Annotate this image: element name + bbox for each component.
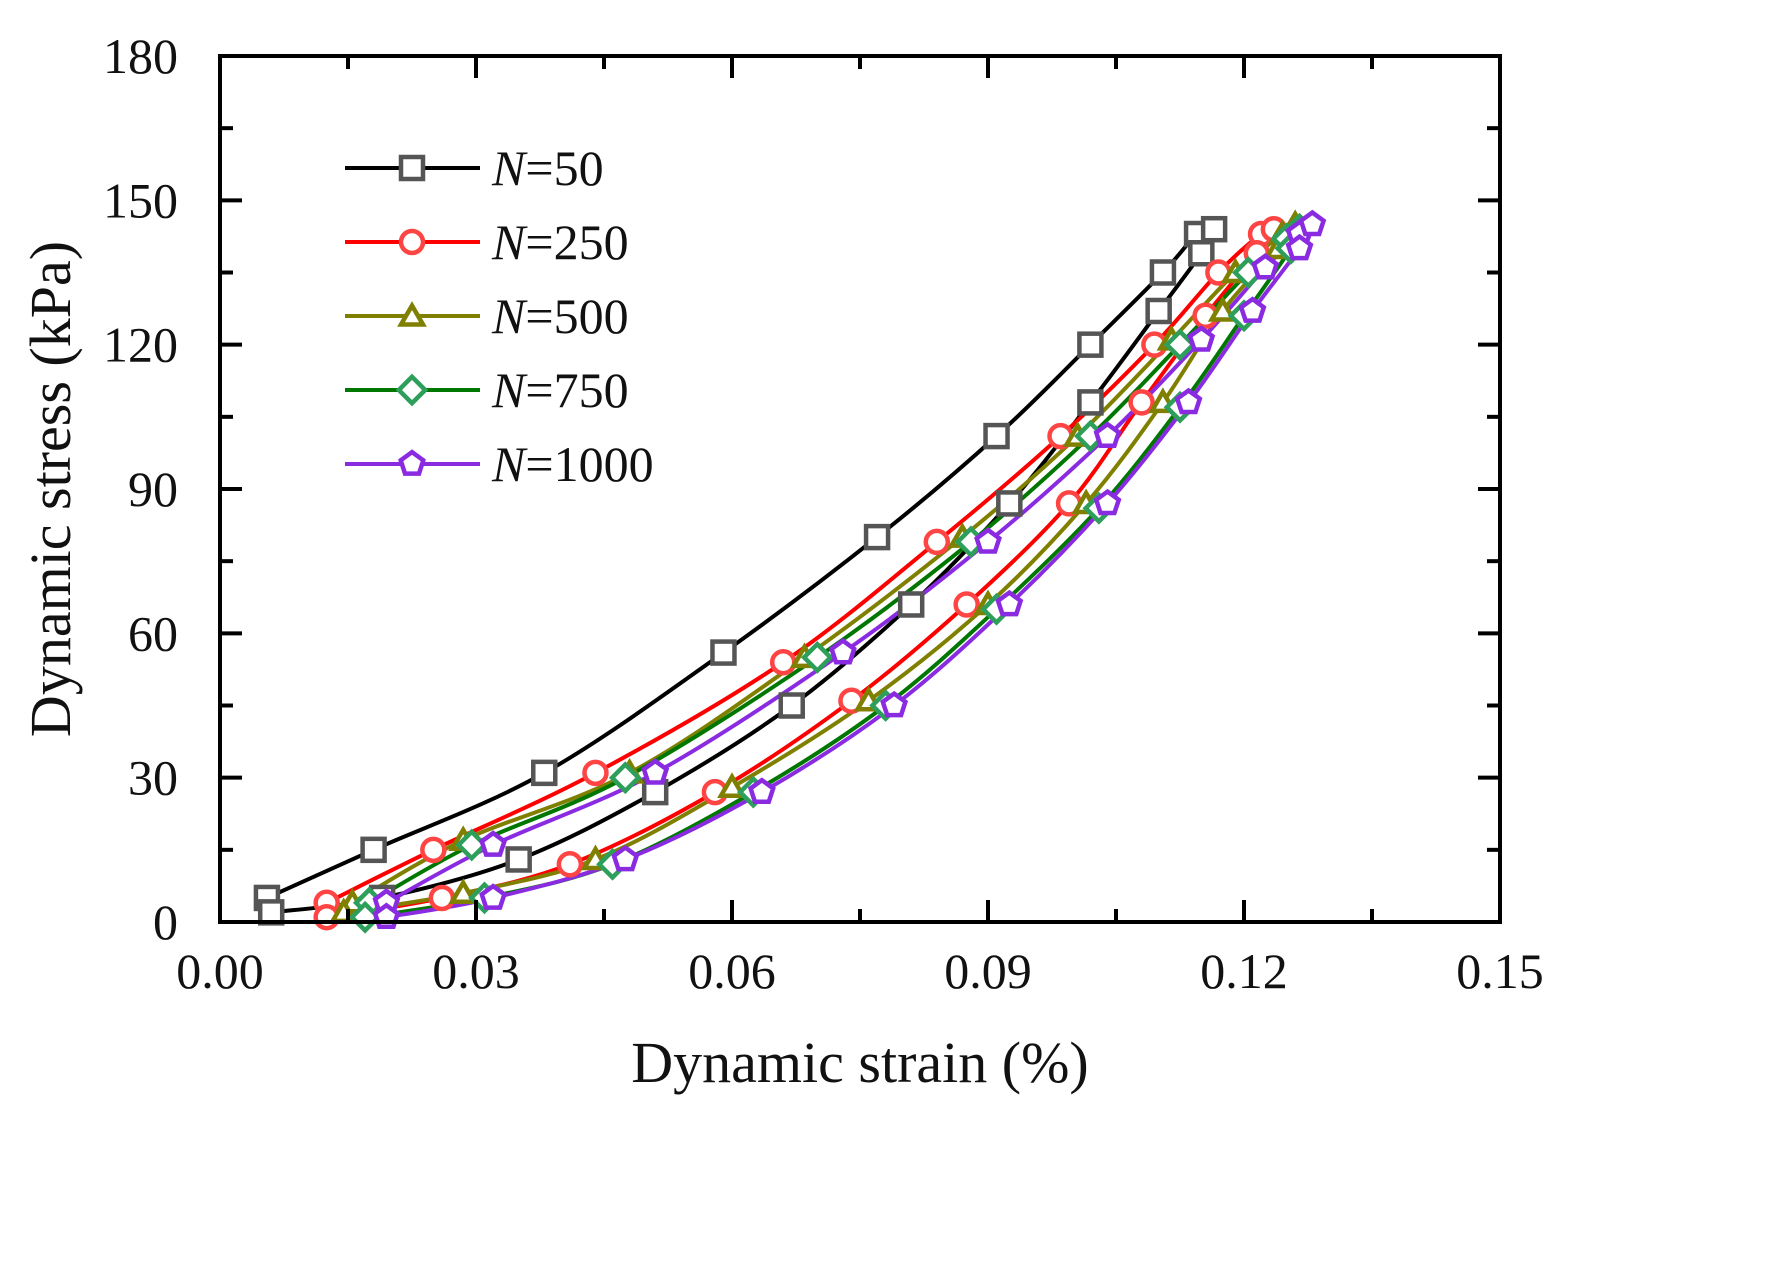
data-point [863, 523, 891, 551]
data-point [1145, 297, 1172, 325]
data-point [800, 641, 834, 674]
legend-label: N=50 [491, 140, 604, 196]
legend-label-value: 50 [554, 140, 604, 196]
ticks-layer: 0.00 0.03 0.06 0.09 0.12 0.15 0 30 60 90 120 150 180 [103, 28, 1544, 999]
data-point [1149, 259, 1177, 286]
data-point [1207, 295, 1238, 322]
data-point [1077, 389, 1104, 416]
data-point [505, 846, 532, 873]
data-point [608, 761, 642, 795]
y-tick-label: 90 [128, 461, 178, 517]
data-point [717, 772, 747, 799]
legend-label: N=1000 [491, 436, 654, 492]
data-point [747, 777, 776, 804]
legend-marker [398, 228, 426, 256]
legend-label-value: 1000 [554, 436, 654, 492]
data-point [479, 883, 508, 910]
x-tick-label: 0.06 [688, 943, 776, 999]
data-point [778, 692, 805, 719]
data-point [1251, 253, 1280, 280]
legend-label-prefix: N [491, 436, 528, 492]
data-point [1163, 328, 1197, 362]
y-axis-title: Dynamic stress (kPa) [18, 241, 83, 737]
legend-label-prefix: N [491, 362, 528, 418]
data-point [1077, 331, 1104, 358]
data-point [611, 844, 640, 872]
data-point [641, 758, 670, 785]
data-point [923, 528, 951, 556]
data-point [556, 851, 584, 878]
legend-item: N=750 [345, 362, 629, 418]
legend-item: N=1000 [345, 436, 654, 492]
x-tick-label: 0.15 [1456, 943, 1544, 999]
legend-label: N=250 [491, 214, 629, 270]
legend-item: N=50 [345, 140, 604, 196]
legend-marker [398, 154, 426, 182]
legend-label-prefix: N [491, 140, 528, 196]
data-point [428, 884, 456, 912]
data-point [1093, 421, 1122, 448]
data-point [479, 830, 508, 857]
data-point [582, 759, 609, 787]
legend-label-value: 250 [554, 214, 629, 270]
data-point [448, 878, 479, 904]
legend-item: N=250 [345, 214, 629, 270]
data-point [360, 836, 387, 864]
data-point [1188, 240, 1215, 267]
legend-label-value: 750 [554, 362, 629, 418]
y-tick-label: 30 [128, 750, 178, 806]
series-1000-markers [372, 209, 1327, 930]
data-point [1238, 296, 1267, 323]
data-point [880, 690, 909, 718]
series-layer [253, 209, 1327, 934]
data-point [1200, 215, 1228, 243]
y-tick-label: 180 [103, 28, 178, 84]
data-point [974, 527, 1002, 554]
x-axis-title: Dynamic strain (%) [631, 1030, 1088, 1095]
data-point [828, 637, 857, 665]
data-point [1298, 209, 1327, 237]
data-point [1093, 488, 1122, 516]
data-point [1174, 387, 1203, 415]
legend-label-prefix: N [491, 288, 528, 344]
legend-label: N=750 [491, 362, 629, 418]
data-point [1187, 325, 1216, 352]
y-tick-label: 120 [103, 317, 178, 373]
data-point [710, 639, 737, 666]
data-point [1128, 389, 1155, 416]
data-point [420, 836, 447, 864]
legend-marker [397, 301, 427, 327]
legend-marker [398, 449, 426, 476]
legend-label-eq: = [525, 140, 553, 196]
legend-label-eq: = [525, 362, 553, 418]
legend-label: N=500 [491, 288, 629, 344]
y-tick-label: 150 [103, 172, 178, 228]
data-point [769, 648, 797, 676]
y-tick-label: 60 [128, 605, 178, 661]
legend-marker [395, 373, 429, 407]
y-tick-label: 0 [153, 894, 178, 950]
series-50-markers [253, 215, 1228, 926]
x-tick-label: 0.12 [1200, 943, 1288, 999]
legend-label-eq: = [525, 288, 553, 344]
data-point [995, 589, 1024, 617]
data-point [983, 422, 1010, 450]
data-point [897, 591, 925, 618]
legend-item: N=500 [345, 288, 629, 344]
x-tick-label: 0.03 [432, 943, 520, 999]
data-point [1285, 233, 1314, 261]
x-tick-label: 0.00 [176, 943, 264, 999]
data-point [531, 759, 558, 787]
legend-label-eq: = [525, 214, 553, 270]
legend-label-eq: = [525, 436, 553, 492]
legend-label-value: 500 [554, 288, 629, 344]
data-point [953, 591, 980, 618]
x-tick-label: 0.09 [944, 943, 1032, 999]
data-point [996, 490, 1023, 517]
legend-label-prefix: N [491, 214, 528, 270]
